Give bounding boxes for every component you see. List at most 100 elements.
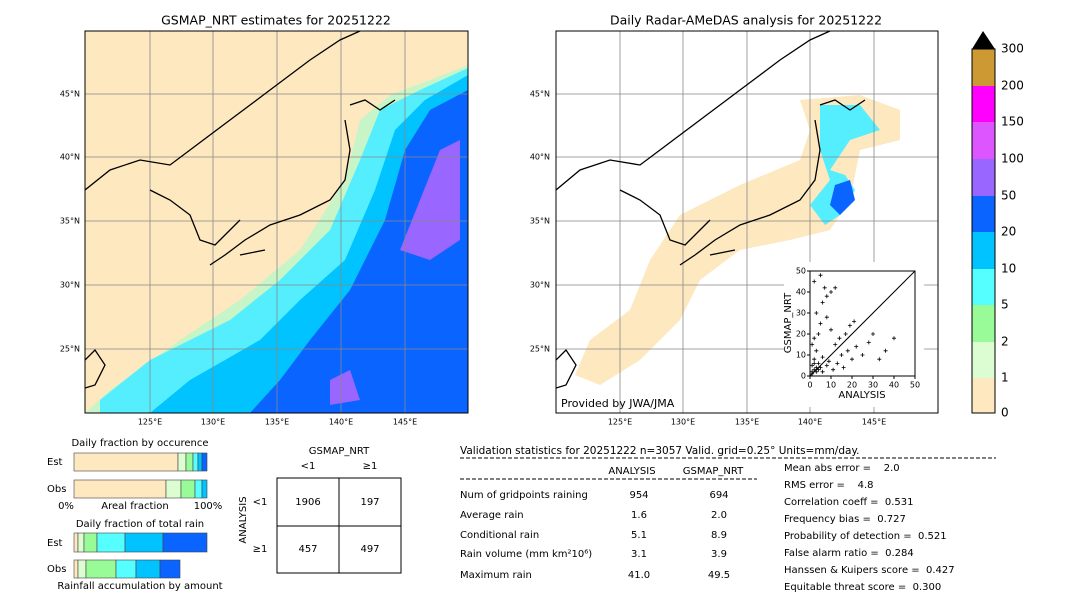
colorbar-label: 5 [1001,298,1009,312]
lat-label: 30°N [60,281,80,290]
obs-label: Obs [47,484,66,495]
val-b: 3.9 [711,549,727,560]
ct-cell: 497 [360,544,379,555]
scatter-point [812,357,817,362]
inset-xlabel: ANALYSIS [838,390,885,401]
total-title: Daily fraction of total rain [76,519,204,530]
colorbar [971,31,996,414]
val-b: 8.9 [711,530,727,541]
val-score: RMS error = 4.8 [784,480,874,491]
inset-x-tick: 10 [826,381,836,390]
scatter-point [820,369,825,374]
scatter-point [826,359,831,364]
val-a: 1.6 [631,510,647,521]
occ-bars [73,452,208,499]
scatter-point [824,294,829,299]
lat-label: 30°N [530,281,550,290]
lat-label: 25°N [530,345,550,354]
scatter-point [883,348,888,353]
inset-y-tick: 30 [796,309,806,318]
est-label-2: Est [47,538,63,549]
lon-label: 135°E [265,418,289,427]
val-b: 49.5 [708,570,730,581]
inset-y-tick: 50 [796,267,806,276]
inset-y-tick: 10 [796,351,806,360]
scatter-point [814,311,819,315]
scatter-point [829,290,833,294]
left-map [85,31,468,413]
lon-label: 140°E [329,418,353,427]
val-a: 41.0 [628,570,650,581]
scatter-point [816,332,821,336]
lon-label: 145°E [862,418,886,427]
val-header: Validation statistics for 20251222 n=305… [460,445,860,457]
scatter-point [810,342,815,347]
scatter-point [810,363,815,368]
inset-ylabel: GSMAP_NRT [783,292,794,353]
ct-row-ge: ≥1 [253,544,268,555]
ct-col-ge: ≥1 [363,461,378,472]
inset-x-tick: 20 [847,381,857,390]
inset-y-tick: 40 [796,288,806,297]
ct-cell: 197 [360,497,379,508]
scatter-point [841,365,846,370]
total-caption: Rainfall accumulation by amount [57,581,222,592]
val-a: 3.1 [631,549,647,560]
lat-label: 35°N [530,217,550,226]
val-a: 954 [629,490,648,501]
scatter-point [822,285,827,290]
lon-label: 125°E [608,418,632,427]
inset-y-tick: 20 [796,330,806,339]
scatter-point [837,336,842,341]
scatter-point [814,365,819,370]
ct-col-lt: <1 [301,461,316,472]
credit: Provided by JWA/JMA [561,397,675,410]
val-a: 5.1 [631,530,647,541]
colorbar-label: 2 [1001,335,1009,349]
lat-label: 25°N [60,345,80,354]
scatter-point [892,336,896,341]
val-score: Hanssen & Kuipers score = 0.427 [784,565,955,576]
val-score: Frequency bias = 0.727 [784,514,906,525]
colorbar-label: 200 [1001,79,1024,93]
right-map [556,31,938,413]
val-score: Probability of detection = 0.521 [784,531,947,542]
scatter-point [831,367,836,372]
scatter-point [818,365,823,370]
lon-label: 135°E [735,418,759,427]
scatter-point [829,327,833,332]
scatter-point [814,369,819,374]
val-b: 2.0 [711,510,727,521]
colorbar-label: 150 [1001,115,1024,129]
scatter-point [816,367,821,372]
colorbar-label: 100 [1001,152,1024,166]
scatter-point [845,348,850,353]
ct-row-title: ANALYSIS [238,496,249,543]
scatter-point [839,353,844,357]
inset-x-tick: 30 [868,381,878,390]
axis-label: Areal fraction [101,501,168,512]
lon-label: 145°E [393,418,417,427]
scatter-point [818,273,823,278]
occ-title: Daily fraction by occurence [71,438,208,449]
inset-x-tick: 50 [910,381,920,390]
right-title: Daily Radar-AMeDAS analysis for 20251222 [610,13,882,28]
lon-label: 130°E [201,418,225,427]
val-b: 694 [709,490,728,501]
colorbar-label: 50 [1001,189,1016,203]
scatter-point [814,348,819,353]
scatter-point [843,332,848,336]
scatter-point [847,323,852,328]
total-bars [73,532,208,579]
scatter-point [866,340,871,345]
val-label: Num of gridpoints raining [460,490,588,501]
axis-max: 100% [194,501,223,512]
scatter-point [820,355,825,360]
val-label: Maximum rain [460,570,532,581]
scatter-point [812,361,817,366]
scatter-point [810,369,815,374]
colorbar-label: 300 [1001,42,1024,56]
scatter-point [833,342,838,347]
colorbar-label: 1 [1001,371,1009,385]
